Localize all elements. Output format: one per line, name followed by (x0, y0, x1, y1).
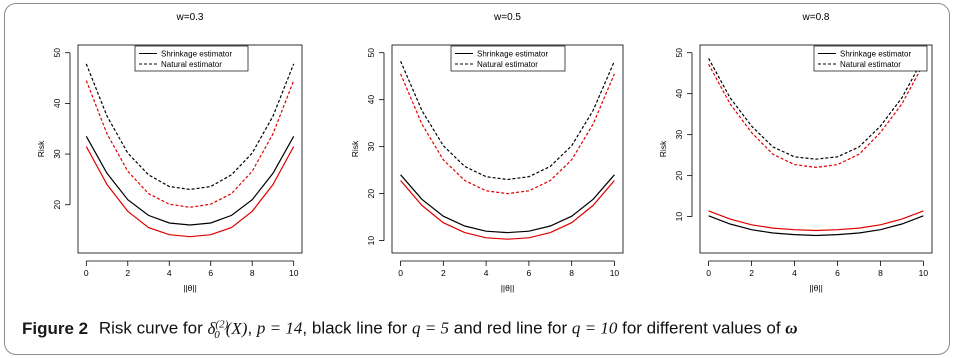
y-tick-label: 30 (674, 130, 684, 140)
x-tick-label: 4 (484, 268, 489, 278)
y-tick-label: 50 (52, 48, 62, 58)
x-tick-label: 2 (749, 268, 754, 278)
caption-p: p = 14 (256, 318, 303, 338)
y-tick-label: 30 (52, 149, 62, 159)
chart-title: w=0.5 (493, 12, 521, 23)
caption-tail: for different values of (622, 318, 781, 338)
plot-box (77, 44, 303, 254)
x-tick-label: 8 (569, 268, 574, 278)
y-tick-label: 50 (674, 48, 684, 58)
x-tick-label: 0 (84, 268, 89, 278)
y-tick-label: 50 (366, 48, 376, 58)
x-tick-label: 10 (289, 268, 299, 278)
x-tick-label: 4 (167, 268, 172, 278)
series-line-4 (400, 73, 615, 195)
caption-delta: δ (207, 318, 216, 338)
x-tick-label: 10 (610, 268, 620, 278)
series-line-1 (708, 215, 924, 237)
series-line-2 (85, 146, 295, 238)
x-tick-label: 8 (250, 268, 255, 278)
y-tick-label: 40 (674, 89, 684, 99)
x-tick-label: 6 (527, 268, 532, 278)
y-tick-label: 10 (366, 236, 376, 246)
legend-label: Natural estimator (840, 60, 901, 69)
y-tick-label: 20 (674, 171, 684, 181)
x-tick-label: 2 (441, 268, 446, 278)
x-tick-label: 0 (398, 268, 403, 278)
series-line-1 (400, 174, 615, 234)
series-line-2 (708, 210, 924, 232)
y-tick-label: 40 (52, 98, 62, 108)
legend-box (813, 45, 928, 72)
caption-delta-sub: 0 (214, 329, 220, 342)
y-tick-label: 40 (366, 95, 376, 105)
legend-label: Natural estimator (477, 60, 538, 69)
legend-label: Shrinkage estimator (477, 50, 548, 59)
chart-panel-2: w=0.5 0 2 4 6 8 10 ||θ|| 10 20 30 40 50 Risk Shrinkage… (350, 12, 624, 293)
chart-title: w=0.8 (802, 12, 830, 23)
y-tick-label: 20 (366, 189, 376, 199)
x-axis-label: ||θ|| (183, 283, 197, 293)
caption-omega: ω (785, 318, 798, 338)
x-tick-label: 10 (919, 268, 929, 278)
y-axis-label: Risk (350, 140, 360, 157)
series-line-1 (85, 136, 295, 226)
series-line-3 (400, 60, 615, 181)
x-tick-label: 6 (835, 268, 840, 278)
x-tick-label: 6 (208, 268, 213, 278)
x-tick-label: 4 (792, 268, 797, 278)
plot-box (391, 44, 624, 254)
caption-risk-curve: Risk curve for (98, 318, 203, 338)
chart-panel-3: w=0.8 0 2 4 6 8 10 ||θ|| 10 20 30 40 50 Risk Shrinkage… (658, 12, 933, 293)
x-axis-label: ||θ|| (501, 283, 515, 293)
caption-red-line: and red line for (453, 318, 568, 338)
y-axis-label: Risk (36, 140, 46, 157)
caption-q-black: q = 5 (412, 318, 450, 338)
chart-title: w=0.3 (176, 12, 204, 23)
caption-delta-arg: (X) (225, 318, 248, 338)
series-line-4 (85, 80, 295, 208)
y-tick-label: 20 (52, 200, 62, 210)
legend-box (134, 45, 249, 72)
x-tick-label: 8 (878, 268, 883, 278)
x-tick-label: 2 (125, 268, 130, 278)
chart-panel-1: w=0.3 0 2 4 6 8 10 ||θ|| 20 30 40 50 Risk Shrinkage e… (36, 12, 303, 293)
x-tick-label: 0 (706, 268, 711, 278)
caption-label: Figure 2 (22, 318, 89, 338)
legend-label: Natural estimator (161, 60, 222, 69)
y-tick-label: 10 (674, 212, 684, 222)
y-tick-label: 30 (366, 142, 376, 152)
plot-box (699, 44, 933, 254)
legend-label: Shrinkage estimator (840, 50, 911, 59)
series-line-3 (85, 63, 295, 191)
legend-box (450, 45, 566, 72)
series-line-2 (400, 180, 615, 240)
y-axis-label: Risk (658, 140, 668, 157)
series-line-4 (708, 63, 924, 169)
series-line-3 (708, 58, 924, 160)
x-axis-label: ||θ|| (809, 283, 823, 293)
caption-q-red: q = 10 (571, 318, 618, 338)
caption-black-line: black line for (311, 318, 408, 338)
caption-delta-sup: (2) (215, 318, 229, 330)
caption-delta-symbol: δ(2)0 (207, 318, 229, 342)
figure-caption: Figure 2 Risk curve for δ(2)0 (X), p = 14… (22, 318, 798, 342)
legend-label: Shrinkage estimator (161, 50, 232, 59)
